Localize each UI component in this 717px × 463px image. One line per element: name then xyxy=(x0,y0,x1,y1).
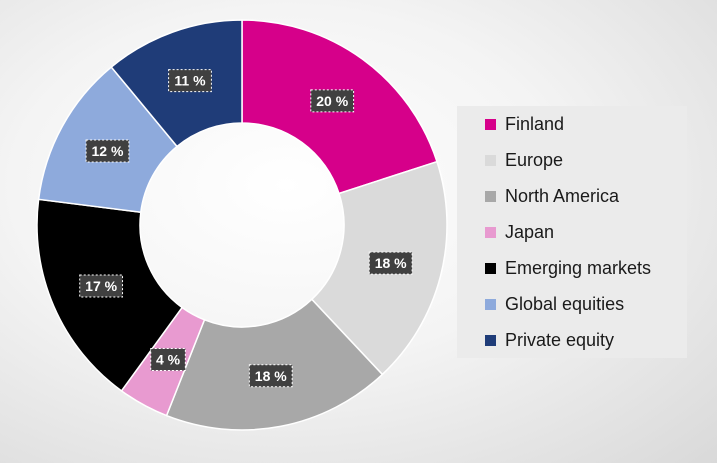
data-label-text: 12 % xyxy=(92,143,124,159)
legend-item-private-equity: Private equity xyxy=(485,328,687,352)
legend-label-global-equities: Global equities xyxy=(505,294,625,314)
legend-swatch-finland xyxy=(485,118,496,130)
legend-swatch-japan xyxy=(485,226,496,238)
data-label-text: 11 % xyxy=(174,73,206,89)
legend-label-europe: Europe xyxy=(505,150,564,170)
data-label-text: 18 % xyxy=(255,368,287,384)
legend-item-finland: Finland xyxy=(485,112,687,136)
legend-label-japan: Japan xyxy=(505,222,555,242)
data-label-box xyxy=(368,251,413,275)
legend-item-north-america: North America xyxy=(485,184,687,208)
data-label-finland: 20 % xyxy=(310,89,355,113)
legend-label-emerging-markets: Emerging markets xyxy=(505,258,652,278)
legend-swatch-europe xyxy=(485,154,496,166)
legend-swatch-private-equity xyxy=(485,334,496,346)
data-label-box xyxy=(248,364,293,388)
data-label-box xyxy=(85,139,130,163)
data-label-box xyxy=(310,89,355,113)
legend-swatch-emerging-markets xyxy=(485,262,496,274)
data-label-global-equities: 12 % xyxy=(85,139,130,163)
data-label-text: 18 % xyxy=(375,255,407,271)
data-label-text: 20 % xyxy=(316,93,348,109)
data-label-text: 17 % xyxy=(85,278,117,294)
data-label-box xyxy=(79,274,124,298)
data-label-emerging-markets: 17 % xyxy=(79,274,124,298)
legend-label-north-america: North America xyxy=(505,186,620,206)
legend-item-emerging-markets: Emerging markets xyxy=(485,256,687,280)
legend-item-global-equities: Global equities xyxy=(485,292,687,316)
legend-label-finland: Finland xyxy=(505,114,565,134)
data-label-box xyxy=(168,69,212,93)
data-label-europe: 18 % xyxy=(368,251,413,275)
legend-swatch-north-america xyxy=(485,190,496,202)
legend: Finland Europe North America Japan Emerg… xyxy=(457,106,687,358)
data-label-north-america: 18 % xyxy=(248,364,293,388)
data-label-private-equity: 11 % xyxy=(168,69,212,93)
legend-swatch-global-equities xyxy=(485,298,496,310)
data-label-japan: 4 % xyxy=(150,348,186,372)
data-label-text: 4 % xyxy=(156,352,181,368)
legend-item-japan: Japan xyxy=(485,220,687,244)
data-label-box xyxy=(150,348,186,372)
legend-label-private-equity: Private equity xyxy=(505,330,615,350)
legend-item-europe: Europe xyxy=(485,148,687,172)
